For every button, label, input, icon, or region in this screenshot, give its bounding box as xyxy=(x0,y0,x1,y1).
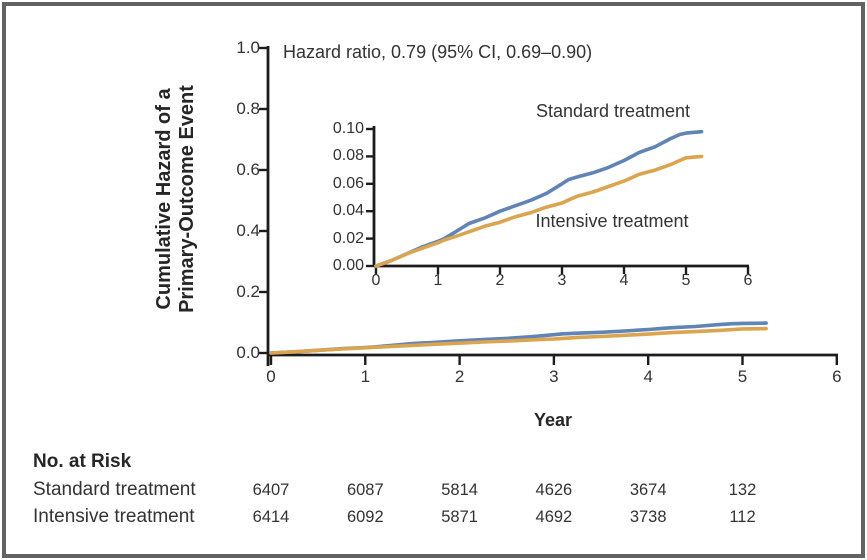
inset-x-tick-label: 0 xyxy=(371,272,381,289)
risk-value-cell: 5871 xyxy=(441,508,478,526)
risk-value-cell: 132 xyxy=(728,481,757,499)
risk-value-cell: 6087 xyxy=(346,481,384,499)
main-y-tick-label: 0.4 xyxy=(236,221,260,240)
main-y-tick-label: 0.0 xyxy=(236,343,260,362)
main-x-tick-label: 1 xyxy=(360,367,371,386)
hazard-ratio-annotation: Hazard ratio, 0.79 (95% CI, 0.69–0.90) xyxy=(283,42,593,62)
y-axis-title-line1: Cumulative Hazard of a xyxy=(153,88,175,310)
main-x-tick-label: 6 xyxy=(832,367,842,386)
inset-y-tick-label: 0.02 xyxy=(332,229,364,247)
y-axis-title-line2: Primary-Outcome Event xyxy=(176,85,198,313)
risk-value-cell: 112 xyxy=(729,508,756,526)
risk-table-heading: No. at Risk xyxy=(33,451,132,472)
series-label-standard: Standard treatment xyxy=(535,101,691,121)
inset-y-tick-label: 0.06 xyxy=(332,174,364,192)
main-y-tick-label: 0.6 xyxy=(236,160,260,179)
series-label-intensive: Intensive treatment xyxy=(535,211,689,231)
inset-y-tick-label: 0.04 xyxy=(332,202,364,220)
inset-x-tick-label: 5 xyxy=(681,272,691,289)
risk-row-label-intensive: Intensive treatment xyxy=(33,506,195,527)
main-x-tick-label: 5 xyxy=(737,367,748,386)
inset-x-tick-label: 6 xyxy=(743,272,753,289)
main-x-tick-label: 2 xyxy=(454,367,465,386)
main-curve-intensive xyxy=(269,326,768,355)
risk-row-label-standard: Standard treatment xyxy=(33,479,196,500)
inset-curve-intensive xyxy=(374,154,704,268)
inset-x-tick-label: 1 xyxy=(433,272,443,289)
risk-value-cell: 3674 xyxy=(629,481,667,499)
main-y-tick-label: 1.0 xyxy=(236,38,260,57)
main-y-tick-label: 0.2 xyxy=(236,282,260,301)
risk-value-cell: 6092 xyxy=(346,508,384,526)
inset-x-tick-label: 3 xyxy=(557,272,567,289)
inset-y-tick-label: 0.10 xyxy=(332,120,364,137)
risk-value-cell: 3738 xyxy=(629,508,667,526)
inset-x-tick-label: 4 xyxy=(619,272,629,289)
inset-y-tick-label: 0.08 xyxy=(332,147,364,165)
inset-x-tick-label: 2 xyxy=(495,272,505,289)
main-x-tick-label: 4 xyxy=(643,367,653,386)
y-axis-title: Cumulative Hazard of a Primary-Outcome E… xyxy=(153,85,199,313)
risk-value-cell: 5814 xyxy=(441,481,478,499)
main-y-tick-label: 0.8 xyxy=(236,99,260,118)
risk-value-cell: 6414 xyxy=(252,508,290,526)
main-x-tick-label: 3 xyxy=(549,367,559,386)
risk-value-cell: 4692 xyxy=(535,508,573,526)
risk-value-cell: 4626 xyxy=(535,481,573,499)
inset-y-tick-label: 0.00 xyxy=(332,257,364,274)
risk-value-cell: 6407 xyxy=(252,481,290,499)
x-axis-title: Year xyxy=(533,410,573,430)
main-x-tick-label: 0 xyxy=(266,367,276,386)
